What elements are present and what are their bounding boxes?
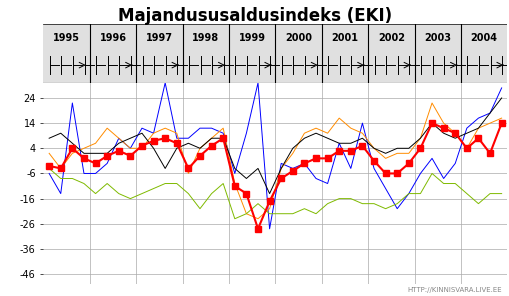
Text: 2000: 2000 [285, 33, 312, 44]
Text: 1998: 1998 [192, 33, 219, 44]
Text: 1999: 1999 [238, 33, 265, 44]
Text: 1997: 1997 [146, 33, 173, 44]
Text: Majandususaldusindeks (EKI): Majandususaldusindeks (EKI) [118, 7, 391, 25]
Text: 2001: 2001 [331, 33, 358, 44]
Text: 2004: 2004 [470, 33, 497, 44]
Text: 2003: 2003 [423, 33, 450, 44]
Text: 1996: 1996 [99, 33, 126, 44]
Text: HTTP://KINNISVARA.LIVE.EE: HTTP://KINNISVARA.LIVE.EE [407, 287, 501, 293]
Text: 1995: 1995 [53, 33, 80, 44]
Text: 2002: 2002 [377, 33, 404, 44]
